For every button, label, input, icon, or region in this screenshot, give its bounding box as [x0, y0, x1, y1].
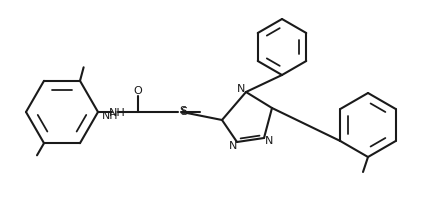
- Text: NH: NH: [109, 108, 126, 118]
- Text: O: O: [133, 86, 143, 96]
- Text: NH: NH: [102, 111, 118, 121]
- Text: S: S: [181, 107, 187, 117]
- Text: N: N: [265, 136, 273, 146]
- Text: N: N: [229, 141, 237, 151]
- Text: S: S: [179, 106, 187, 116]
- Text: N: N: [237, 84, 245, 94]
